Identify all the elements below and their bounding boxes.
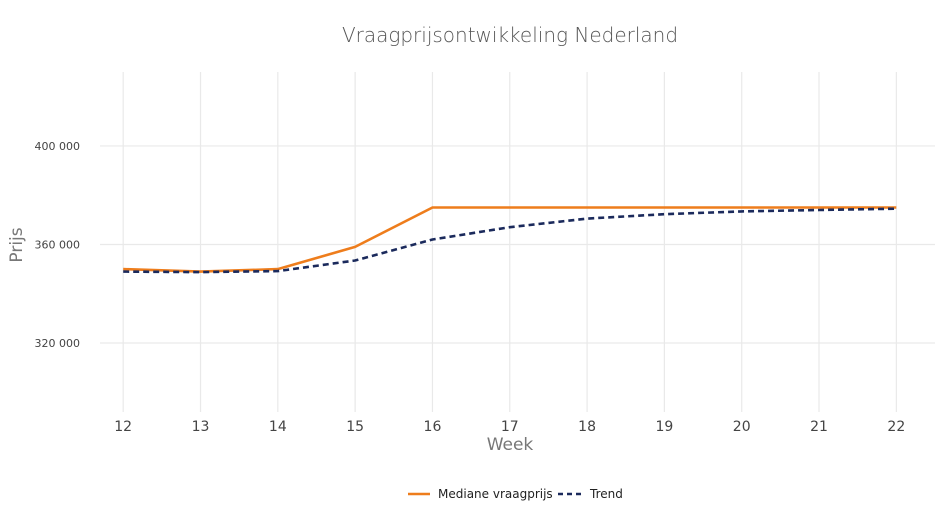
series-line-median (123, 206, 897, 273)
y-tick-label: 400 000 (35, 140, 81, 153)
x-tick-label: 20 (733, 419, 751, 435)
x-tick-label: 12 (114, 419, 132, 435)
x-tick-label: 19 (655, 419, 673, 435)
x-axis-title: Week (487, 435, 534, 455)
x-tick-label: 17 (501, 419, 519, 435)
x-tick-label: 14 (269, 419, 287, 435)
y-tick-label: 320 000 (35, 337, 81, 350)
y-axis-title: Prijs (7, 227, 27, 262)
x-tick-label: 16 (424, 419, 442, 435)
x-tick-label: 21 (810, 419, 828, 435)
y-axis-ticks: 320 000 360 000 400 000 (35, 140, 81, 350)
grid (100, 72, 935, 412)
x-tick-label: 18 (578, 419, 596, 435)
x-tick-label: 22 (887, 419, 905, 435)
legend-label-trend: Trend (589, 487, 623, 501)
x-tick-label: 15 (346, 419, 364, 435)
chart-title: Vraagprijsontwikkeling Nederland (342, 23, 678, 47)
y-tick-label: 360 000 (35, 238, 81, 251)
legend: Mediane vraagprijs Trend (408, 487, 623, 501)
legend-label-median: Mediane vraagprijs (438, 487, 553, 501)
x-axis-ticks: 12 13 14 15 16 17 18 19 20 21 22 (114, 419, 905, 435)
series-line-trend (123, 207, 897, 274)
series-layer (123, 206, 897, 274)
x-tick-label: 13 (192, 419, 210, 435)
